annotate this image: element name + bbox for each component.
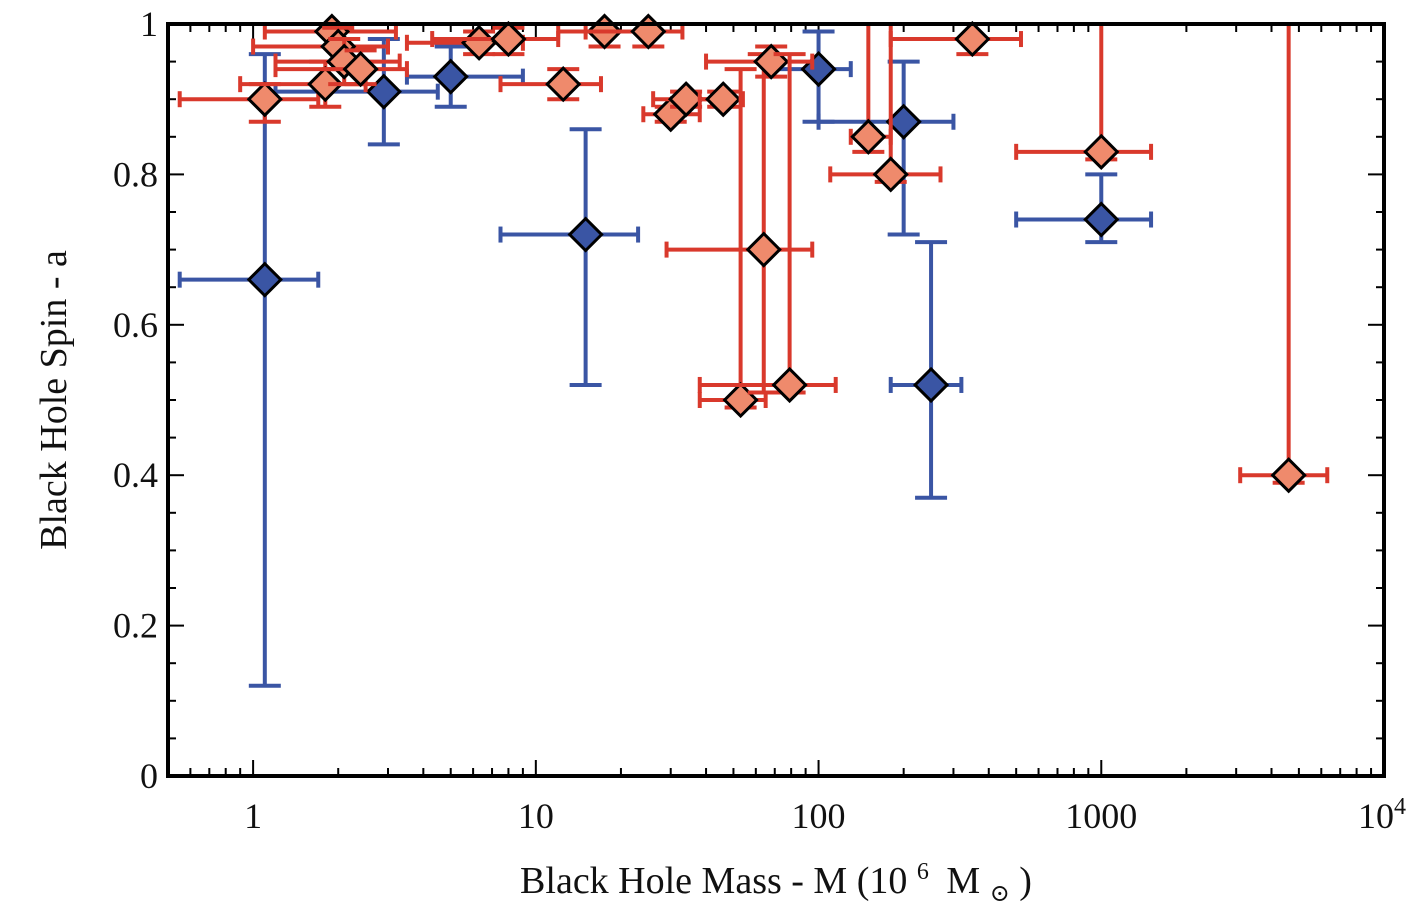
diamond-marker xyxy=(885,103,922,140)
diamond-marker xyxy=(567,216,604,253)
red-point xyxy=(888,20,1023,58)
diamond-marker xyxy=(872,156,909,193)
red-point xyxy=(848,24,893,155)
x-tick-label: 1000 xyxy=(1065,796,1137,836)
diamond-marker xyxy=(307,66,344,103)
blue-point xyxy=(273,37,440,147)
x-tick-label-last: 104 xyxy=(1358,794,1406,836)
diamond-marker xyxy=(954,20,991,58)
y-tick-label: 0.6 xyxy=(113,305,158,345)
diamond-marker xyxy=(545,66,582,103)
minor-ticks xyxy=(167,24,1384,776)
x-tick-label: 10 xyxy=(518,796,554,836)
y-tick-label: 0.2 xyxy=(113,606,158,646)
x-tick-label: 100 xyxy=(792,796,846,836)
series-red xyxy=(177,13,1330,494)
diamond-marker xyxy=(850,118,887,155)
diamond-marker xyxy=(246,81,283,118)
diamond-marker xyxy=(1083,201,1120,238)
diamond-marker xyxy=(771,366,808,404)
x-axis-title: Black Hole Mass - M (10 6 M ⊙ ) xyxy=(520,846,1032,910)
blue-point xyxy=(404,44,525,109)
diamond-marker xyxy=(667,81,705,118)
red-point xyxy=(704,43,815,80)
diamond-marker xyxy=(753,43,790,80)
major-ticks xyxy=(168,23,1385,777)
red-point xyxy=(273,48,409,88)
diamond-marker xyxy=(490,20,527,58)
diamond-marker xyxy=(1270,457,1307,494)
red-point xyxy=(177,81,321,124)
red-point xyxy=(1238,24,1330,494)
y-axis-title: Black Hole Spin - a xyxy=(33,250,75,550)
diamond-marker xyxy=(365,73,402,110)
x-axis-title-sup: 6 xyxy=(917,859,929,885)
diamond-marker xyxy=(342,50,379,88)
x-axis-title-close: ) xyxy=(1019,860,1032,902)
y-tick-label: 0.4 xyxy=(113,455,158,495)
red-point xyxy=(697,52,838,404)
x-axis-title-sun: ⊙ xyxy=(990,881,1010,907)
blue-point xyxy=(177,52,321,688)
diamond-marker xyxy=(432,58,469,95)
plot-frame xyxy=(166,22,1386,778)
red-point xyxy=(498,66,603,103)
y-tick-label: 0 xyxy=(140,756,158,796)
diamond-marker xyxy=(745,231,782,268)
diamond-marker xyxy=(630,13,667,50)
y-tick-label: 0.8 xyxy=(113,154,158,194)
x-axis-title-main: Black Hole Mass - M (10 xyxy=(520,860,907,902)
diamond-marker xyxy=(800,50,837,88)
series-blue xyxy=(177,29,1154,688)
diamond-marker xyxy=(1083,133,1120,170)
x-tick-label-exp: 4 xyxy=(1394,794,1406,820)
diamond-marker xyxy=(722,381,759,419)
blue-point xyxy=(498,127,641,387)
blue-point xyxy=(816,59,956,237)
red-point xyxy=(828,24,943,193)
x-tick-label-base: 10 xyxy=(1358,796,1394,836)
diamond-marker xyxy=(246,261,283,298)
red-point xyxy=(1014,24,1154,170)
x-axis-title-unit: M xyxy=(946,860,980,902)
blue-point xyxy=(1014,172,1154,245)
diamond-marker xyxy=(705,81,742,118)
red-point xyxy=(697,81,745,118)
red-point xyxy=(430,20,561,58)
x-tick-label: 1 xyxy=(244,796,262,836)
diamond-marker xyxy=(912,366,950,404)
y-tick-label: 1 xyxy=(140,4,158,44)
blue-point xyxy=(888,240,964,500)
